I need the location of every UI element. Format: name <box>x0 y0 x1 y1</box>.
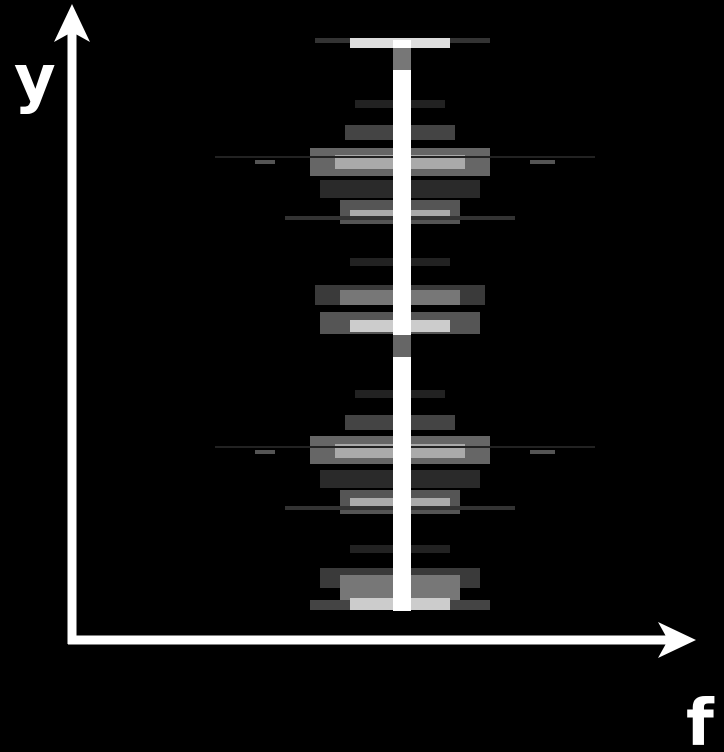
center-bar <box>393 70 411 335</box>
cell <box>450 38 490 43</box>
center-gap <box>393 335 411 357</box>
x-axis-label: f <box>686 687 715 752</box>
y-arrow <box>54 4 90 42</box>
cell <box>530 160 555 164</box>
axes <box>54 4 696 658</box>
cell <box>530 450 555 454</box>
spectrogram <box>215 38 595 611</box>
cell <box>315 38 350 43</box>
x-arrow <box>658 622 696 658</box>
cell <box>255 160 275 164</box>
y-axis-label: y <box>14 42 56 116</box>
center-bar <box>393 357 411 611</box>
cell <box>255 450 275 454</box>
center-gap <box>393 48 411 70</box>
